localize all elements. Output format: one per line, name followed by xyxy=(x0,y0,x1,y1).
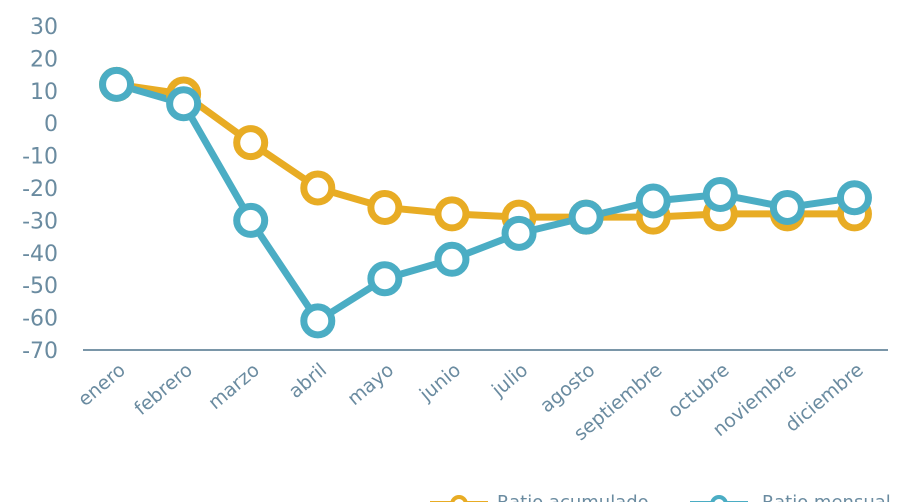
data-point-mensual xyxy=(434,241,470,277)
legend-marker xyxy=(450,495,468,502)
y-tick-label: 10 xyxy=(30,80,58,105)
x-tick-label: enero xyxy=(74,359,130,411)
x-tick-label: agosto xyxy=(536,359,599,417)
x-tick-label: marzo xyxy=(204,359,264,414)
y-tick-label: 0 xyxy=(44,112,58,137)
y-tick-label: -10 xyxy=(22,145,58,170)
y-tick-label: -20 xyxy=(22,177,58,202)
legend-marker xyxy=(710,495,728,502)
y-tick-label: -50 xyxy=(22,274,58,299)
series-lines xyxy=(113,80,858,325)
x-tick-label: mayo xyxy=(343,359,398,410)
legend-label: Ratio mensual xyxy=(762,492,891,502)
data-point-mensual xyxy=(166,86,202,122)
legend: Ratio acumulado Ratio mensual xyxy=(430,492,891,502)
data-point-mensual xyxy=(99,66,135,102)
x-axis-labels: enero febrero marzo abril mayo junio julio agos… xyxy=(74,359,868,445)
data-point-mensual xyxy=(568,199,604,235)
data-point-mensual xyxy=(367,261,403,297)
x-tick-label: junio xyxy=(415,359,465,406)
y-tick-label: 30 xyxy=(30,15,58,40)
data-point-acumulado xyxy=(434,196,470,232)
y-tick-label: 20 xyxy=(30,47,58,72)
x-tick-label: julio xyxy=(487,359,532,402)
y-tick-label: -30 xyxy=(22,209,58,234)
y-tick-label: -70 xyxy=(22,339,58,364)
data-point-mensual xyxy=(836,180,872,216)
data-point-mensual xyxy=(233,202,269,238)
data-point-mensual xyxy=(501,215,537,251)
y-tick-label: -60 xyxy=(22,307,58,332)
x-tick-label: febrero xyxy=(130,359,197,420)
y-axis-ticks: 30 20 10 0 -10 -20 -30 -40 -50 -60 -70 xyxy=(22,15,58,364)
data-point-acumulado xyxy=(367,189,403,225)
x-tick-label: abril xyxy=(285,359,331,403)
data-point-acumulado xyxy=(300,170,336,206)
series-markers xyxy=(99,66,872,339)
data-point-mensual xyxy=(702,176,738,212)
data-point-acumulado xyxy=(233,125,269,161)
data-point-mensual xyxy=(769,189,805,225)
series-line-mensual xyxy=(113,80,858,325)
y-tick-label: -40 xyxy=(22,242,58,267)
legend-label: Ratio acumulado xyxy=(497,492,649,502)
data-point-mensual xyxy=(300,303,336,339)
data-point-mensual xyxy=(635,183,671,219)
